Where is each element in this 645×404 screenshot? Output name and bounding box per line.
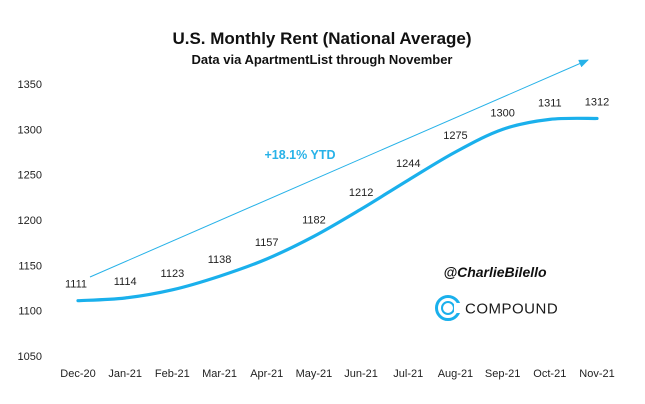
series-line [76, 116, 599, 303]
compound-logo-icon [435, 295, 463, 321]
y-tick-label: 1150 [18, 260, 42, 272]
data-label: 1138 [208, 254, 232, 266]
x-tick-label: Mar-21 [202, 368, 237, 380]
y-tick-label: 1200 [18, 215, 42, 227]
data-label: 1311 [538, 97, 562, 109]
data-label: 1123 [161, 268, 185, 280]
y-tick-label: 1250 [18, 170, 42, 182]
data-labels: 1111 1114 1123 1138 1157 1182 1212 1244 1275 1300… [65, 96, 609, 290]
chart-subtitle: Data via ApartmentList through November [191, 52, 452, 67]
trend-arrow [89, 59, 589, 278]
x-tick-label: Jul-21 [393, 368, 423, 380]
data-label: 1111 [65, 279, 87, 291]
y-tick-label: 1050 [18, 351, 42, 363]
data-label: 1114 [114, 276, 137, 288]
chart-title: U.S. Monthly Rent (National Average) [172, 29, 471, 48]
company-name: COMPOUND [465, 301, 558, 318]
y-tick-label: 1300 [18, 124, 42, 136]
data-label: 1312 [585, 96, 609, 108]
ytd-annotation: +18.1% YTD [265, 148, 336, 162]
x-tick-label: Dec-20 [60, 368, 95, 380]
x-tick-label: May-21 [296, 368, 333, 380]
x-tick-label: Jun-21 [344, 368, 378, 380]
x-tick-label: Oct-21 [533, 368, 566, 380]
x-axis: Dec-20 Jan-21 Feb-21 Mar-21 Apr-21 May-21 Jun-… [60, 368, 614, 380]
x-tick-label: Nov-21 [579, 368, 614, 380]
data-label: 1212 [349, 187, 373, 199]
data-label: 1182 [302, 214, 326, 226]
data-label: 1157 [255, 237, 279, 249]
x-tick-label: Sep-21 [485, 368, 520, 380]
x-tick-label: Feb-21 [155, 368, 190, 380]
data-label: 1275 [443, 130, 467, 142]
x-tick-label: Aug-21 [438, 368, 473, 380]
y-axis: 1050 1100 1150 1200 1250 1300 1350 [18, 79, 42, 363]
author-handle: @CharlieBilello [443, 264, 547, 280]
data-label: 1300 [490, 107, 514, 119]
y-tick-label: 1350 [18, 79, 42, 91]
data-label: 1244 [396, 158, 420, 170]
x-tick-label: Apr-21 [250, 368, 283, 380]
x-tick-label: Jan-21 [108, 368, 142, 380]
y-tick-label: 1100 [18, 306, 42, 318]
